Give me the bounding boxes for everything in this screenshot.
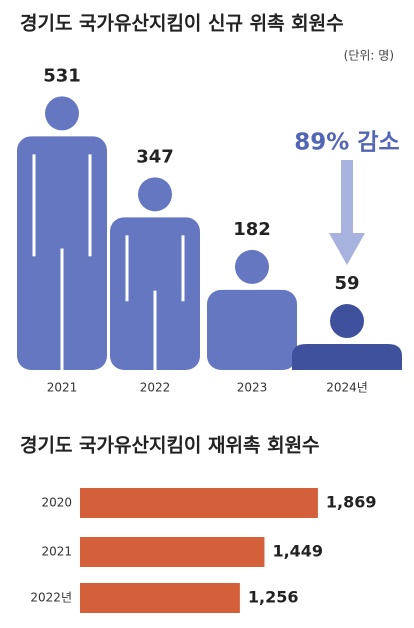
value-label: 1,869 — [326, 493, 377, 512]
body — [207, 289, 297, 370]
x-tick-label: 2021 — [47, 381, 78, 395]
y-tick-label: 2020 — [41, 496, 72, 510]
person-icon — [110, 177, 200, 371]
x-tick-label: 2024년 — [326, 381, 368, 395]
bar — [80, 583, 240, 613]
value-label: 347 — [136, 146, 174, 167]
unit-note: (단위: 명) — [344, 49, 394, 63]
arm-gap — [88, 154, 92, 257]
value-label: 531 — [43, 65, 81, 86]
chart-title: 경기도 국가유산지킴이 재위촉 회원수 — [20, 435, 320, 457]
person-icon — [17, 96, 107, 371]
arrow-shaft — [341, 160, 353, 235]
value-label: 1,256 — [248, 588, 299, 607]
annotation: 89% 감소 — [294, 130, 399, 156]
person-icon — [292, 304, 402, 370]
arm-gap — [181, 235, 185, 302]
head — [235, 249, 269, 284]
head — [330, 304, 364, 339]
bar — [80, 488, 318, 518]
body — [292, 344, 402, 370]
leg-gap — [60, 248, 64, 371]
x-tick-label: 2023 — [237, 381, 268, 395]
leg-gap — [153, 290, 157, 371]
y-tick-label: 2022년 — [30, 591, 72, 605]
person-icon — [207, 249, 297, 370]
value-label: 59 — [334, 273, 359, 294]
head — [138, 177, 172, 212]
arrow-head — [329, 233, 365, 265]
arm-gap — [32, 154, 36, 257]
y-tick-label: 2021 — [41, 545, 72, 559]
arm-gap — [125, 235, 129, 302]
chart-title: 경기도 국가유산지킴이 신규 위촉 회원수 — [20, 13, 344, 35]
x-tick-label: 2022 — [140, 381, 171, 395]
bar — [80, 537, 265, 567]
value-label: 182 — [233, 219, 271, 240]
head — [45, 96, 79, 131]
value-label: 1,449 — [272, 542, 323, 561]
